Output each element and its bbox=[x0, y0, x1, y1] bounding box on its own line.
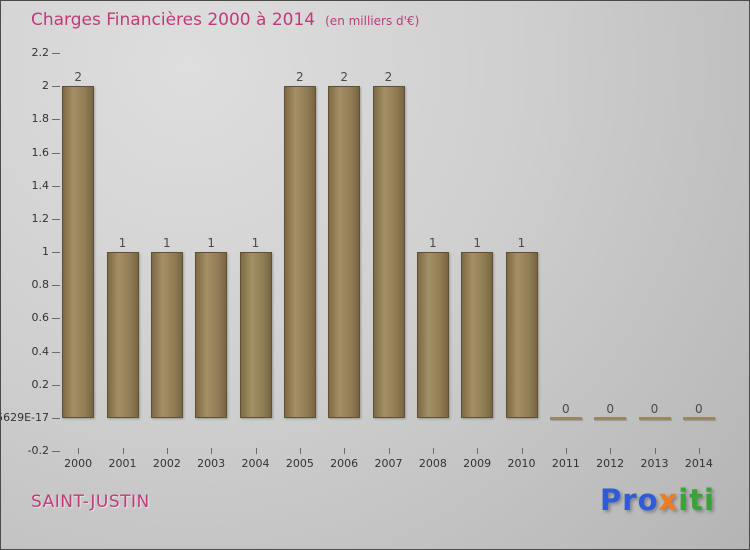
bar-value-label: 1 bbox=[517, 236, 526, 250]
y-axis-tick-label: 0.4 bbox=[31, 344, 50, 358]
y-axis-tick-label: 2.2 bbox=[31, 46, 50, 59]
logo-letter: o bbox=[637, 483, 659, 517]
bar-2013 bbox=[638, 416, 671, 420]
x-axis-category-label: 2007 bbox=[374, 457, 403, 470]
x-axis-tick-mark bbox=[78, 448, 79, 454]
logo-letter: x bbox=[658, 483, 679, 517]
bar-2014 bbox=[682, 416, 715, 420]
y-axis-tick-mark bbox=[52, 119, 60, 120]
y-axis-tick-mark bbox=[52, 86, 60, 87]
x-axis-category-label: 2005 bbox=[285, 457, 314, 470]
chart-title-text: Charges Financières 2000 à 2014 bbox=[31, 10, 316, 30]
bar-value-label: 2 bbox=[296, 70, 304, 85]
bar-2008 bbox=[416, 252, 449, 418]
bar-value-label: 2 bbox=[384, 70, 393, 85]
bar-value-label: 0 bbox=[562, 401, 570, 416]
x-axis-category-label: 2008 bbox=[418, 457, 447, 470]
x-axis-tick-mark bbox=[699, 448, 700, 454]
x-axis-tick-mark bbox=[300, 448, 301, 454]
bar-2001 bbox=[106, 252, 139, 418]
bar-value-label: 0 bbox=[650, 401, 659, 416]
bar-2010 bbox=[505, 252, 538, 418]
bar-2000 bbox=[62, 86, 95, 418]
company-name: SAINT-JUSTIN bbox=[31, 492, 150, 512]
y-axis-tick-mark bbox=[52, 153, 60, 154]
y-axis-tick-mark bbox=[52, 53, 60, 54]
y-axis-tick-label: 0.2 bbox=[31, 377, 50, 391]
x-axis-category-label: 2006 bbox=[330, 457, 359, 470]
bar-2007 bbox=[372, 86, 405, 418]
y-axis-tick-label: 0.8 bbox=[31, 278, 50, 292]
bar-value-label: 1 bbox=[473, 236, 481, 250]
bar-value-label: 0 bbox=[695, 401, 703, 416]
chart-subtitle: (en milliers d'€) bbox=[325, 14, 420, 28]
bar-value-label: 1 bbox=[429, 236, 437, 250]
x-axis-tick-mark bbox=[566, 448, 567, 454]
bar-value-label: 1 bbox=[118, 236, 127, 250]
bar-value-label: 1 bbox=[163, 236, 171, 250]
y-axis-tick-mark bbox=[52, 385, 60, 386]
x-axis-tick-mark bbox=[522, 448, 523, 454]
y-axis-tick-label: 0.6 bbox=[31, 311, 50, 325]
bar-2012 bbox=[594, 416, 627, 420]
logo-letter: i bbox=[704, 483, 715, 517]
y-axis-tick-label: 1 bbox=[42, 245, 49, 258]
y-axis-tick-label: -0.2 bbox=[27, 444, 49, 457]
x-axis-category-label: 2003 bbox=[197, 457, 226, 470]
x-axis-tick-mark bbox=[211, 448, 212, 454]
logo-letter: i bbox=[678, 483, 690, 517]
y-axis-tick-mark bbox=[52, 186, 60, 187]
x-axis-category-label: 2011 bbox=[551, 457, 580, 470]
y-axis-tick-mark bbox=[52, 418, 60, 419]
x-axis-category-label: 2012 bbox=[596, 457, 625, 470]
x-axis-category-label: 2004 bbox=[241, 457, 270, 470]
x-axis-category-label: 2010 bbox=[507, 457, 536, 470]
bar-value-label: 2 bbox=[74, 70, 82, 85]
x-axis-tick-mark bbox=[655, 448, 656, 454]
x-axis-category-label: 2000 bbox=[64, 457, 93, 470]
bar-value-label: 1 bbox=[251, 236, 260, 250]
x-axis-tick-mark bbox=[389, 448, 390, 454]
x-axis-tick-mark bbox=[477, 448, 478, 454]
x-axis-tick-mark bbox=[610, 448, 611, 454]
y-axis-tick-mark bbox=[52, 318, 60, 319]
x-axis-tick-mark bbox=[256, 448, 257, 454]
x-axis-tick-mark bbox=[433, 448, 434, 454]
bar-2009 bbox=[461, 252, 494, 418]
y-axis-tick-mark bbox=[52, 451, 60, 452]
y-axis-tick-mark bbox=[52, 219, 60, 220]
bar-value-label: 0 bbox=[606, 401, 614, 416]
proxiti-logo: Proxiti bbox=[600, 483, 715, 517]
logo-letter: t bbox=[689, 483, 705, 517]
y-axis-tick-mark bbox=[52, 352, 60, 353]
bar-2005 bbox=[283, 86, 316, 418]
x-axis-category-label: 2009 bbox=[463, 457, 492, 470]
y-axis-tick-label: 2 bbox=[42, 79, 49, 93]
chart-title: Charges Financières 2000 à 2014 (en milli… bbox=[31, 10, 419, 30]
y-axis-tick-label: 1.6 bbox=[31, 145, 50, 159]
bar-2003 bbox=[195, 252, 228, 418]
x-axis-tick-mark bbox=[344, 448, 345, 454]
y-axis-tick-label: -15629E-17 bbox=[1, 410, 49, 424]
x-axis-tick-mark bbox=[167, 448, 168, 454]
y-axis-tick-label: 1.8 bbox=[31, 112, 50, 126]
bar-2006 bbox=[328, 86, 361, 418]
x-axis-category-label: 2002 bbox=[152, 457, 181, 470]
x-axis-tick-mark bbox=[123, 448, 124, 454]
logo-letter: P bbox=[599, 483, 623, 517]
bar-value-label: 1 bbox=[207, 236, 215, 250]
logo-letter: r bbox=[622, 483, 638, 517]
y-axis-tick-mark bbox=[52, 252, 60, 253]
bar-2011 bbox=[549, 416, 582, 420]
y-axis-tick-mark bbox=[52, 285, 60, 286]
y-axis-tick-label: 1.4 bbox=[31, 178, 50, 192]
y-axis-tick-label: 1.2 bbox=[31, 211, 50, 225]
bar-value-label: 2 bbox=[340, 70, 348, 85]
x-axis-category-label: 2013 bbox=[640, 457, 669, 470]
bar-2004 bbox=[239, 252, 272, 418]
x-axis-category-label: 2001 bbox=[108, 457, 137, 470]
x-axis-category-label: 2014 bbox=[684, 457, 713, 470]
bar-2002 bbox=[150, 252, 183, 418]
